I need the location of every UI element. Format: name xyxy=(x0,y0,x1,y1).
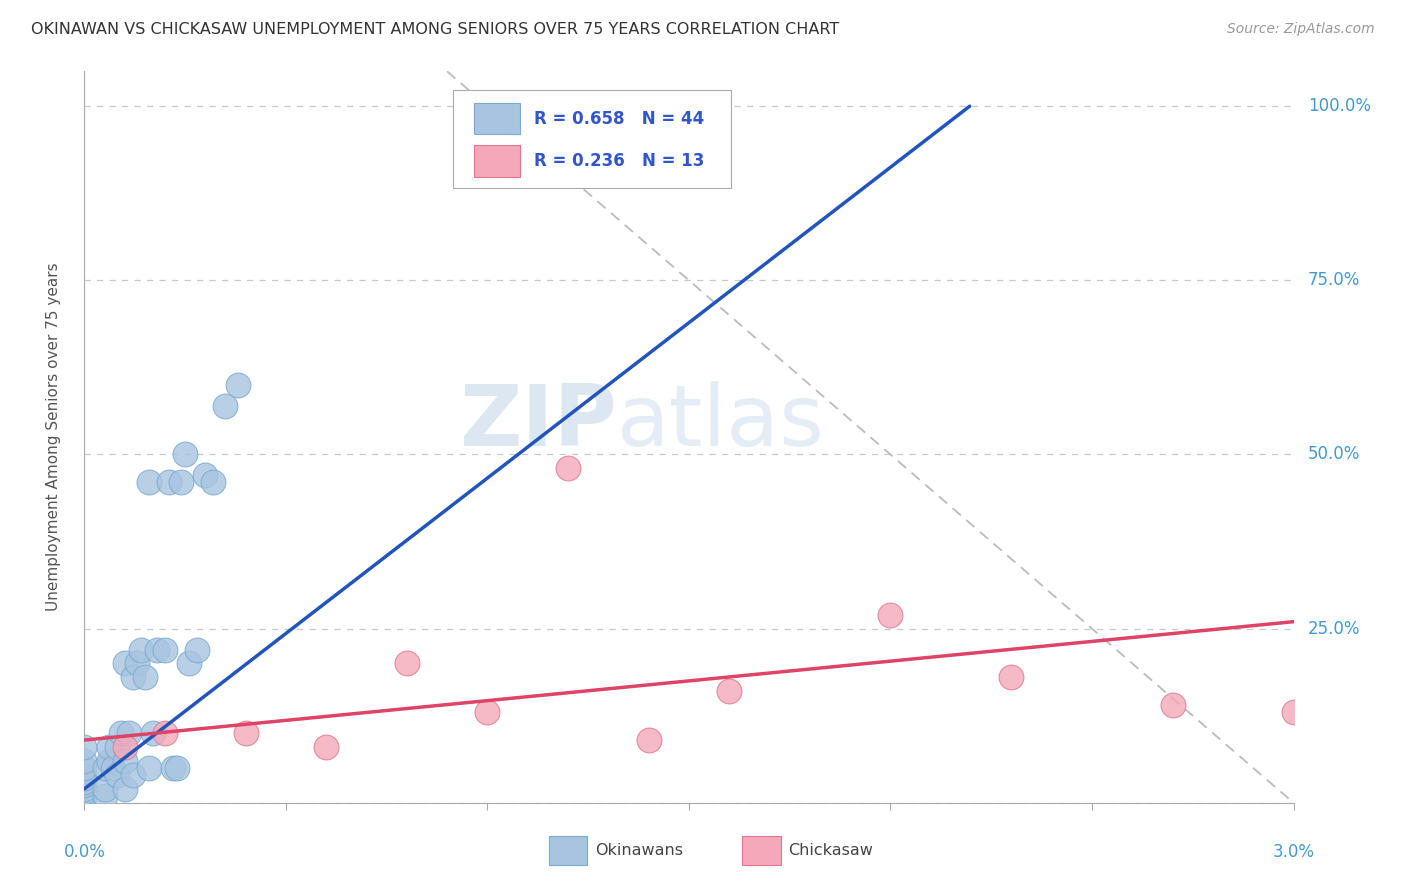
Point xyxy=(1000,670,1022,684)
Point xyxy=(73,781,96,796)
Point xyxy=(73,775,96,789)
Text: 50.0%: 50.0% xyxy=(1308,445,1361,464)
Point xyxy=(202,475,225,490)
Point xyxy=(637,733,659,747)
Point xyxy=(477,705,499,719)
Point xyxy=(129,642,152,657)
Text: ZIP: ZIP xyxy=(458,381,616,464)
Point xyxy=(153,642,176,657)
Point xyxy=(235,726,257,740)
Point xyxy=(73,754,96,768)
Point xyxy=(162,761,184,775)
Point xyxy=(174,448,197,462)
Point xyxy=(226,377,249,392)
Text: 100.0%: 100.0% xyxy=(1308,97,1371,115)
Point xyxy=(1282,705,1305,719)
Point xyxy=(101,761,124,775)
Point xyxy=(179,657,201,671)
FancyBboxPatch shape xyxy=(453,90,731,188)
Y-axis label: Unemployment Among Seniors over 75 years: Unemployment Among Seniors over 75 years xyxy=(46,263,60,611)
Point xyxy=(97,740,120,755)
Text: R = 0.658   N = 44: R = 0.658 N = 44 xyxy=(534,110,704,128)
Text: 75.0%: 75.0% xyxy=(1308,271,1361,289)
Point xyxy=(138,761,160,775)
Point xyxy=(157,475,180,490)
Text: Okinawans: Okinawans xyxy=(595,843,683,858)
Point xyxy=(105,768,128,782)
Point xyxy=(170,475,193,490)
Point xyxy=(121,768,143,782)
Point xyxy=(114,740,136,755)
Point xyxy=(718,684,741,698)
Point xyxy=(93,781,115,796)
Point xyxy=(153,726,176,740)
Text: R = 0.236   N = 13: R = 0.236 N = 13 xyxy=(534,152,704,170)
FancyBboxPatch shape xyxy=(474,145,520,177)
Point xyxy=(93,761,115,775)
Point xyxy=(879,607,901,622)
FancyBboxPatch shape xyxy=(548,836,588,865)
Text: OKINAWAN VS CHICKASAW UNEMPLOYMENT AMONG SENIORS OVER 75 YEARS CORRELATION CHART: OKINAWAN VS CHICKASAW UNEMPLOYMENT AMONG… xyxy=(31,22,839,37)
Point xyxy=(146,642,169,657)
Point xyxy=(557,461,579,475)
Point xyxy=(186,642,208,657)
Point xyxy=(114,781,136,796)
Point xyxy=(73,772,96,786)
Point xyxy=(73,789,96,803)
Point xyxy=(138,475,160,490)
Point xyxy=(134,670,156,684)
Point xyxy=(315,740,337,755)
Point xyxy=(166,761,188,775)
Point xyxy=(194,468,217,483)
Point xyxy=(114,657,136,671)
Point xyxy=(105,740,128,755)
Text: 3.0%: 3.0% xyxy=(1272,843,1315,861)
Point xyxy=(73,768,96,782)
Point xyxy=(214,399,236,413)
Point xyxy=(73,761,96,775)
Point xyxy=(118,726,141,740)
Point xyxy=(110,726,132,740)
Point xyxy=(73,785,96,799)
Point xyxy=(1161,698,1184,713)
Point xyxy=(125,657,148,671)
Text: atlas: atlas xyxy=(616,381,824,464)
Text: Chickasaw: Chickasaw xyxy=(789,843,873,858)
Text: Source: ZipAtlas.com: Source: ZipAtlas.com xyxy=(1227,22,1375,37)
Point xyxy=(93,789,115,803)
Point xyxy=(395,657,418,671)
Text: 0.0%: 0.0% xyxy=(63,843,105,861)
Point xyxy=(73,740,96,755)
Point xyxy=(114,754,136,768)
Text: 25.0%: 25.0% xyxy=(1308,620,1361,638)
Point xyxy=(121,670,143,684)
FancyBboxPatch shape xyxy=(474,103,520,135)
Point xyxy=(142,726,165,740)
Point xyxy=(97,754,120,768)
FancyBboxPatch shape xyxy=(742,836,780,865)
Point xyxy=(73,778,96,792)
